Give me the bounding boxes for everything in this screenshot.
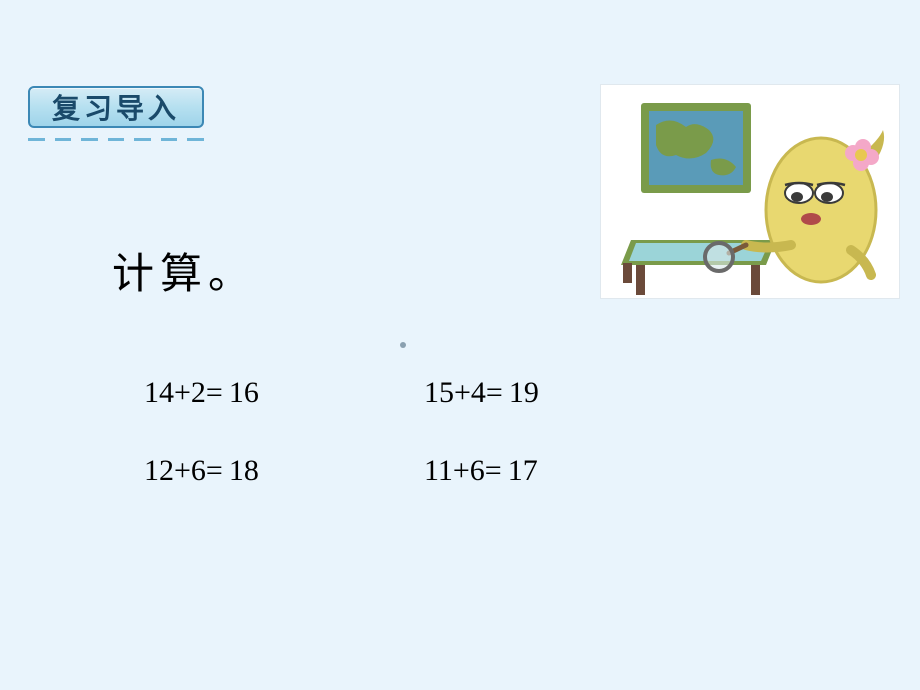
problem-row: 12+6= 18 11+6= 17 <box>144 454 704 488</box>
instruction-text: 计算。 <box>112 240 256 301</box>
page-marker-dot <box>400 342 406 348</box>
header-underline <box>28 138 204 142</box>
decorative-illustration <box>600 84 900 299</box>
problem-answer: 16 <box>229 376 259 410</box>
problem-answer: 18 <box>229 454 259 488</box>
problem-item: 12+6= 18 <box>144 454 424 488</box>
problem-item: 11+6= 17 <box>424 454 704 488</box>
problem-item: 15+4= 19 <box>424 376 704 410</box>
problem-expression: 15+4= <box>424 376 503 410</box>
problem-set: 14+2= 16 15+4= 19 12+6= 18 11+6= 17 <box>144 376 704 532</box>
section-header: 复习导入 <box>28 86 204 128</box>
problem-item: 14+2= 16 <box>144 376 424 410</box>
problem-answer: 17 <box>508 454 538 488</box>
problem-row: 14+2= 16 15+4= 19 <box>144 376 704 410</box>
section-title: 复习导入 <box>52 87 180 127</box>
problem-expression: 14+2= <box>144 376 223 410</box>
problem-answer: 19 <box>509 376 539 410</box>
problem-expression: 12+6= <box>144 454 223 488</box>
problem-expression: 11+6= <box>424 454 502 488</box>
lemon-detective-svg <box>601 85 901 300</box>
